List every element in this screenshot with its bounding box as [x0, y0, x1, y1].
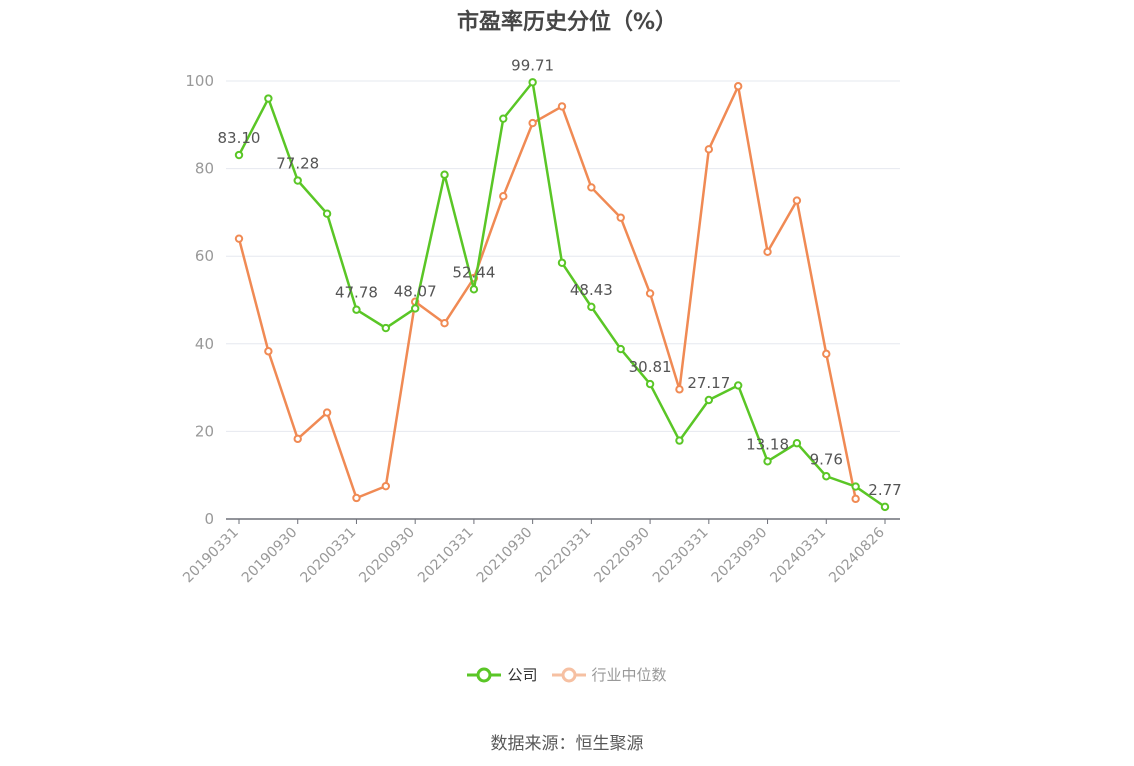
- data-point-0-12: [587, 302, 596, 312]
- data-point-0-6: [410, 304, 420, 313]
- data-point-1-20: [822, 349, 831, 359]
- data-point-1-16: [704, 145, 714, 154]
- data-label-4: 47.78: [335, 284, 378, 302]
- data-point-1-21: [851, 494, 860, 504]
- series-line-1: [237, 85, 857, 500]
- legend: 公司 行业中位数: [0, 664, 1134, 685]
- x-tick-label-5: 20210930: [474, 525, 536, 587]
- data-point-1-13: [616, 213, 625, 222]
- data-point-0-16: [704, 395, 714, 405]
- y-tick-label-3: 60: [195, 247, 214, 265]
- x-tick-label-1: 20190930: [239, 525, 301, 587]
- data-point-0-11: [557, 258, 567, 267]
- x-tick-label-0: 20190331: [180, 525, 242, 587]
- data-label-6: 48.07: [394, 282, 437, 300]
- data-point-1-10: [528, 118, 537, 128]
- y-tick-label-4: 80: [195, 160, 214, 178]
- data-point-0-7: [440, 170, 449, 179]
- data-point-1-7: [440, 319, 449, 328]
- data-point-1-14: [645, 289, 655, 298]
- data-point-1-2: [293, 434, 302, 444]
- data-point-1-3: [322, 408, 332, 417]
- x-tick-label-2: 20200331: [298, 525, 360, 587]
- legend-label-industry: 行业中位数: [591, 666, 667, 684]
- x-tick-label-4: 20210331: [415, 525, 477, 587]
- data-point-1-1: [264, 347, 273, 356]
- data-point-0-20: [822, 472, 831, 481]
- data-label-18: 13.18: [746, 435, 789, 453]
- legend-industry-marker-icon: [551, 667, 586, 682]
- data-point-1-19: [792, 196, 802, 205]
- data-point-0-5: [381, 323, 391, 333]
- data-label-8: 52.44: [452, 263, 495, 281]
- data-point-0-17: [733, 381, 743, 390]
- data-point-1-5: [381, 481, 391, 491]
- data-label-16: 27.17: [687, 374, 730, 392]
- data-point-1-11: [557, 102, 567, 111]
- x-tick-label-7: 20220930: [591, 525, 653, 587]
- legend-label-company: 公司: [507, 666, 538, 684]
- data-label-0: 83.10: [218, 129, 261, 147]
- chart-title: 市盈率历史分位（%）: [456, 10, 678, 35]
- x-tick-label-9: 20230930: [709, 525, 771, 587]
- data-point-0-9: [499, 114, 508, 123]
- data-point-0-19: [792, 439, 802, 448]
- data-point-1-12: [587, 183, 596, 192]
- legend-company-marker-icon: [467, 667, 502, 682]
- data-label-14: 30.81: [629, 358, 672, 376]
- data-point-0-1: [264, 94, 273, 103]
- x-tick-label-8: 20230331: [650, 525, 712, 587]
- legend-item-industry[interactable]: 行业中位数: [551, 664, 667, 685]
- data-point-1-17: [733, 82, 743, 91]
- data-label-20: 9.76: [810, 450, 843, 468]
- y-tick-label-5: 100: [185, 72, 214, 90]
- data-point-0-18: [763, 457, 772, 466]
- data-label-12: 48.43: [570, 281, 613, 299]
- data-label-22: 2.77: [868, 481, 901, 499]
- data-point-0-22: [880, 502, 890, 512]
- data-point-0-0: [234, 150, 244, 160]
- data-point-1-9: [499, 191, 508, 201]
- data-point-0-13: [616, 344, 625, 354]
- data-label-10: 99.71: [511, 56, 554, 74]
- data-point-1-0: [234, 234, 244, 243]
- data-point-1-4: [352, 493, 361, 503]
- source-note: 数据来源：恒生聚源: [490, 734, 644, 754]
- y-tick-label-1: 20: [195, 422, 214, 440]
- legend-item-company[interactable]: 公司: [467, 664, 538, 685]
- y-tick-label-0: 0: [204, 510, 214, 528]
- data-point-0-4: [352, 305, 361, 314]
- data-point-0-14: [645, 379, 655, 389]
- data-point-0-15: [675, 436, 684, 445]
- data-point-0-21: [851, 482, 860, 491]
- x-tick-label-11: 20240826: [826, 524, 888, 586]
- data-label-2: 77.28: [276, 155, 319, 173]
- data-point-1-15: [675, 385, 684, 394]
- data-point-0-8: [469, 285, 479, 294]
- x-tick-label-3: 20200930: [356, 525, 418, 587]
- x-tick-label-10: 20240331: [767, 525, 829, 587]
- y-tick-label-2: 40: [195, 335, 214, 353]
- data-point-0-3: [322, 209, 332, 218]
- data-point-0-2: [293, 176, 302, 185]
- data-point-0-10: [528, 78, 537, 87]
- data-point-1-18: [763, 247, 772, 257]
- x-tick-label-6: 20220331: [532, 525, 594, 587]
